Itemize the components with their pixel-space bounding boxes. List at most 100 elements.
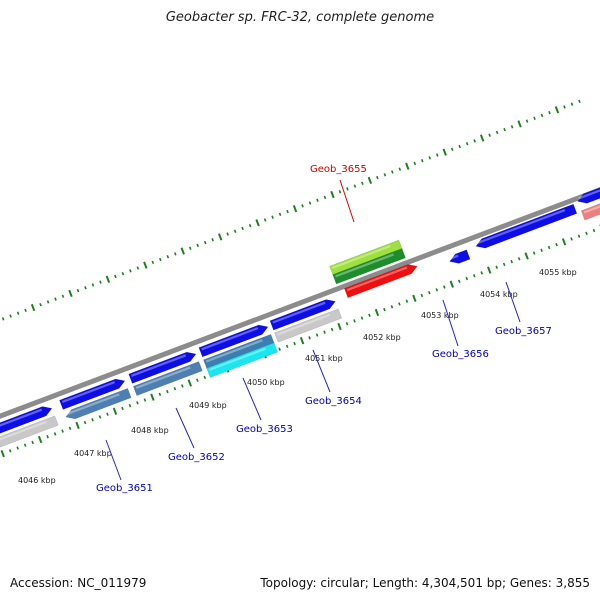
tick-mark <box>517 120 522 128</box>
gene-highlight <box>135 366 191 389</box>
gene-label[interactable]: Geob_3651 <box>96 483 153 494</box>
gene-label[interactable]: Geob_3656 <box>432 349 489 360</box>
gene-arrow[interactable] <box>59 376 126 410</box>
gene-arrow[interactable] <box>576 175 600 207</box>
gene-highlight <box>583 194 600 214</box>
tick-mark <box>391 170 394 174</box>
tick-mark <box>540 248 543 252</box>
leader-line <box>505 281 521 323</box>
tick-mark <box>196 243 200 248</box>
tick-mark <box>106 412 109 416</box>
gene-arrow[interactable] <box>128 349 198 384</box>
tick-mark <box>301 204 304 208</box>
tick-mark <box>361 181 364 185</box>
tick-mark <box>330 190 335 199</box>
tick-mark <box>166 255 170 259</box>
gene-label[interactable]: Geob_3657 <box>495 326 552 337</box>
gene-label[interactable]: Geob_3652 <box>168 452 225 463</box>
tick-mark <box>46 300 50 304</box>
kbp-label: 4047 kbp <box>74 449 112 458</box>
gene-arrow[interactable] <box>474 203 578 251</box>
tick-mark <box>435 153 439 157</box>
tick-mark <box>278 347 281 351</box>
tick-mark <box>203 240 207 245</box>
gene-arrow[interactable] <box>198 322 270 358</box>
leader-line <box>242 377 262 421</box>
tick-mark <box>353 319 356 323</box>
gene-highlight <box>276 313 331 336</box>
tick-mark <box>9 314 12 318</box>
gene-highlight <box>0 408 43 429</box>
gene-arrow[interactable] <box>64 387 132 421</box>
gene-highlight <box>331 244 391 269</box>
gene-arrow[interactable] <box>343 262 419 299</box>
tick-mark <box>524 252 529 260</box>
tick-mark <box>547 245 551 250</box>
tick-mark <box>285 344 289 349</box>
tick-mark <box>465 276 469 281</box>
tick-mark <box>458 144 461 149</box>
tick-mark <box>405 299 409 303</box>
tick-mark <box>151 260 155 265</box>
tick-mark <box>323 330 326 334</box>
tick-mark <box>99 280 102 284</box>
tick-mark <box>37 435 43 444</box>
tick-mark <box>159 257 162 262</box>
gene-block[interactable] <box>580 189 600 221</box>
gene-arrow[interactable] <box>0 404 54 436</box>
tick-mark <box>503 127 506 132</box>
kbp-label: 4051 kbp <box>305 354 343 363</box>
gene-label[interactable]: Geob_3655 <box>310 164 367 175</box>
tick-mark <box>23 443 27 447</box>
tick-mark <box>554 106 560 114</box>
tick-mark <box>53 432 57 436</box>
tick-mark <box>263 218 267 222</box>
tick-mark <box>61 429 64 433</box>
gene-highlight <box>66 393 120 416</box>
kbp-label: 4054 kbp <box>480 290 518 299</box>
accession-text: Accession: NC_011979 <box>10 576 147 590</box>
gene-block[interactable] <box>0 415 59 448</box>
tick-mark <box>390 305 394 309</box>
tick-mark <box>457 279 461 284</box>
gene-block[interactable] <box>274 308 343 343</box>
gene-block[interactable] <box>332 248 406 285</box>
tick-mark <box>24 308 27 313</box>
gene-arrow[interactable] <box>448 249 471 266</box>
tick-mark <box>315 333 319 337</box>
gene-label[interactable]: Geob_3653 <box>236 424 293 435</box>
gene-highlight <box>272 301 326 324</box>
tick-mark <box>241 226 244 231</box>
gene-block[interactable] <box>206 342 278 378</box>
tick-mark <box>105 275 111 283</box>
tick-mark <box>488 133 491 137</box>
tick-mark <box>561 238 567 246</box>
tick-mark <box>203 375 207 380</box>
tick-mark <box>166 389 169 394</box>
tick-mark <box>293 341 296 346</box>
tick-mark <box>143 261 148 269</box>
leader-line <box>105 439 122 481</box>
tick-mark <box>188 246 192 250</box>
tick-mark <box>502 262 506 267</box>
tick-mark <box>31 440 34 445</box>
tick-mark <box>487 266 492 274</box>
tick-mark <box>173 387 177 391</box>
tick-mark <box>121 406 124 411</box>
tick-mark <box>510 125 514 129</box>
tick-mark <box>1 317 5 321</box>
genome-summary-text: Topology: circular; Length: 4,304,501 bp… <box>260 576 590 590</box>
tick-mark <box>255 219 260 227</box>
tick-mark <box>570 102 574 106</box>
gene-labels: Geob_3651 Geob_3652 Geob_3653 Geob_3654 … <box>96 164 552 494</box>
tick-mark <box>226 232 229 236</box>
tick-mark <box>480 271 484 275</box>
tick-mark <box>346 187 349 191</box>
gene-block[interactable] <box>132 361 203 396</box>
tick-mark <box>136 401 139 405</box>
tick-mark <box>181 384 184 388</box>
gene-label[interactable]: Geob_3654 <box>305 396 362 407</box>
leader-line <box>175 407 195 449</box>
gene-arrow[interactable] <box>269 297 337 331</box>
